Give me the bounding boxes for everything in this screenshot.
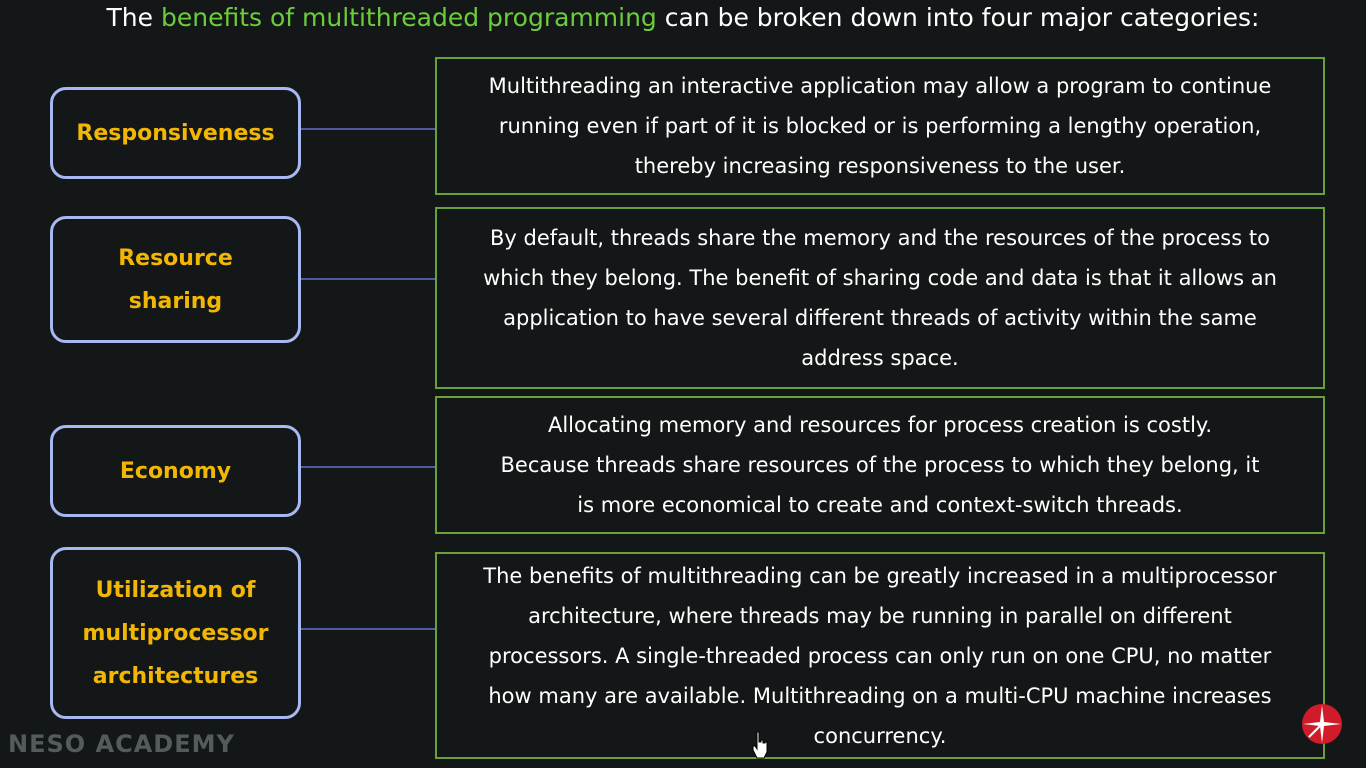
title-highlight: benefits of multithreaded programming xyxy=(160,3,657,32)
category-multiprocessor: Utilization of multiprocessor architectu… xyxy=(50,547,301,719)
compass-icon xyxy=(1302,704,1342,744)
connector-line xyxy=(301,466,436,468)
connector-line xyxy=(301,628,436,630)
description-multiprocessor: The benefits of multithreading can be gr… xyxy=(435,552,1325,759)
description-text: The benefits of multithreading can be gr… xyxy=(483,563,1277,748)
description-text: Multithreading an interactive applicatio… xyxy=(488,74,1272,178)
slide-title: The benefits of multithreaded programmin… xyxy=(0,0,1366,36)
description-text: By default, threads share the memory and… xyxy=(483,226,1277,370)
description-responsiveness: Multithreading an interactive applicatio… xyxy=(435,57,1325,195)
category-economy: Economy xyxy=(50,425,301,517)
watermark-logo: NESO ACADEMY xyxy=(8,730,235,758)
title-suffix: can be broken down into four major categ… xyxy=(656,3,1260,32)
connector-line xyxy=(301,278,436,280)
mouse-cursor-icon xyxy=(752,731,768,759)
category-label: Responsiveness xyxy=(76,120,275,146)
category-responsiveness: Responsiveness xyxy=(50,87,301,179)
category-label: Resource sharing xyxy=(118,245,233,314)
description-economy: Allocating memory and resources for proc… xyxy=(435,396,1325,534)
category-label: Utilization of multiprocessor architectu… xyxy=(82,577,269,689)
title-prefix: The xyxy=(106,3,161,32)
connector-line xyxy=(301,128,436,130)
category-resource-sharing: Resource sharing xyxy=(50,216,301,343)
description-resource-sharing: By default, threads share the memory and… xyxy=(435,207,1325,389)
description-text: Allocating memory and resources for proc… xyxy=(500,413,1260,517)
category-label: Economy xyxy=(119,458,232,484)
